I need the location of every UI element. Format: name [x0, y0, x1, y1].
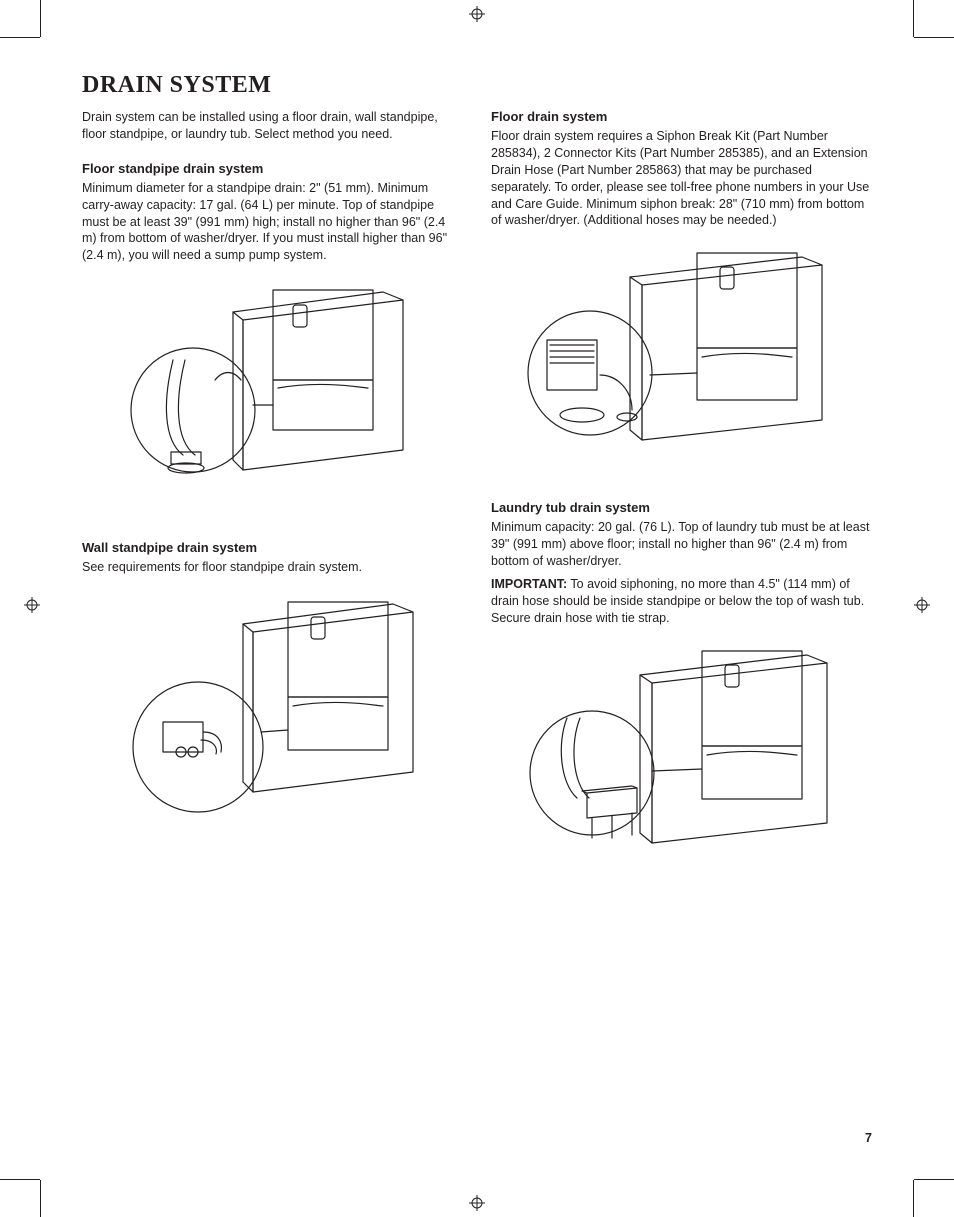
floor-standpipe-illustration — [123, 280, 423, 510]
laundry-tub-heading: Laundry tub drain system — [491, 500, 872, 515]
left-column: Drain system can be installed using a fl… — [82, 109, 463, 903]
wall-standpipe-heading: Wall standpipe drain system — [82, 540, 463, 555]
page-number: 7 — [865, 1131, 872, 1145]
important-label: IMPORTANT: — [491, 577, 567, 591]
floor-drain-text: Floor drain system requires a Siphon Bre… — [491, 128, 872, 229]
registration-mark-icon — [914, 597, 930, 613]
floor-standpipe-heading: Floor standpipe drain system — [82, 161, 463, 176]
laundry-tub-text1: Minimum capacity: 20 gal. (76 L). Top of… — [491, 519, 872, 570]
wall-standpipe-illustration — [123, 592, 423, 832]
floor-drain-heading: Floor drain system — [491, 109, 872, 124]
laundry-tub-important: IMPORTANT: To avoid siphoning, no more t… — [491, 576, 872, 627]
registration-mark-icon — [469, 6, 485, 22]
page-title: DRAIN SYSTEM — [82, 72, 872, 99]
laundry-tub-illustration — [522, 643, 842, 873]
wall-standpipe-text: See requirements for floor standpipe dra… — [82, 559, 463, 576]
registration-mark-icon — [24, 597, 40, 613]
floor-standpipe-text: Minimum diameter for a standpipe drain: … — [82, 180, 463, 264]
registration-mark-icon — [469, 1195, 485, 1211]
intro-text: Drain system can be installed using a fl… — [82, 109, 463, 143]
page-content: DRAIN SYSTEM Drain system can be install… — [82, 72, 872, 1145]
floor-drain-illustration — [522, 245, 842, 470]
right-column: Floor drain system Floor drain system re… — [491, 109, 872, 903]
